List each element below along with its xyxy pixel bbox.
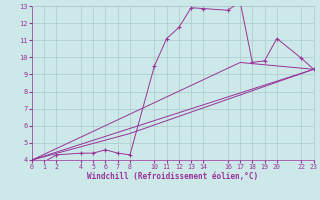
X-axis label: Windchill (Refroidissement éolien,°C): Windchill (Refroidissement éolien,°C) — [87, 172, 258, 181]
